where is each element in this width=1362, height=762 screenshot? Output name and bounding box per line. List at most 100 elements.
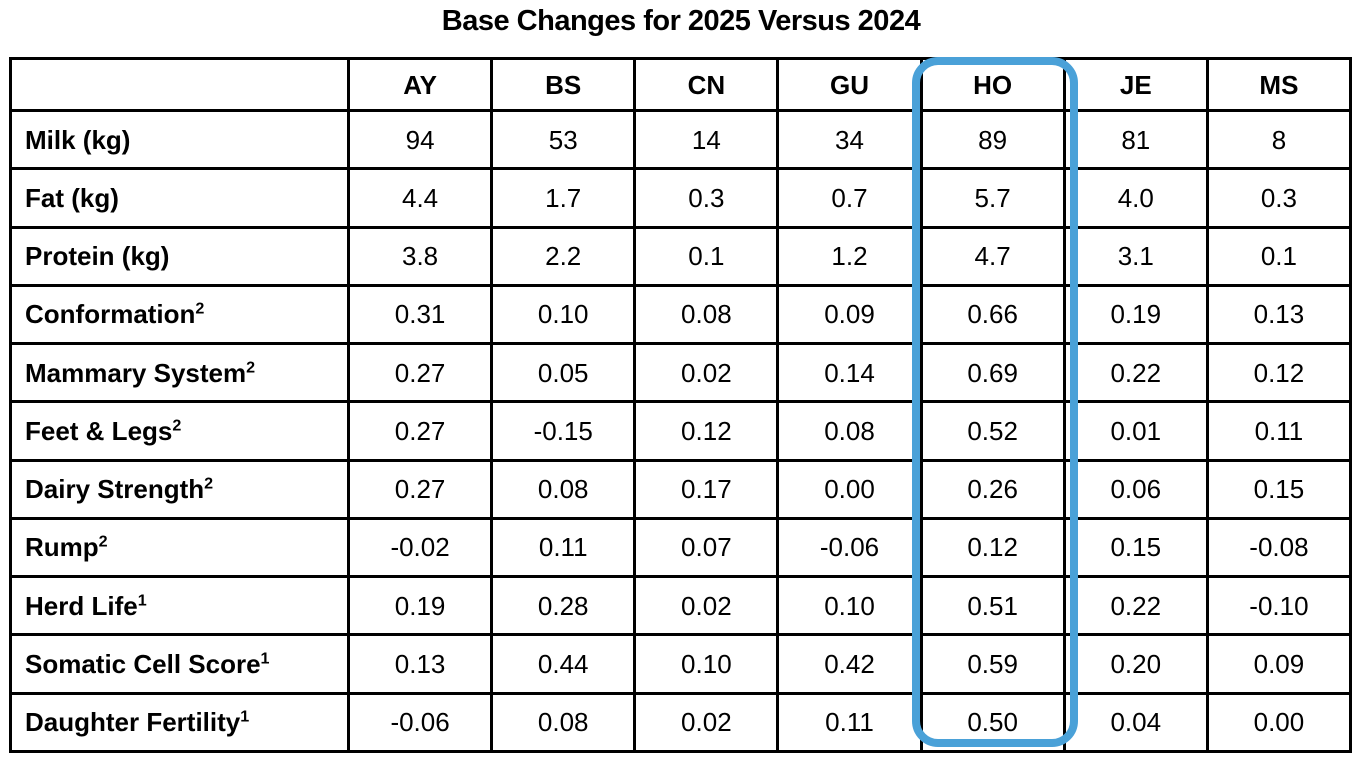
cell-value: 0.51	[919, 575, 1066, 637]
footnote-superscript: 2	[246, 358, 256, 377]
row-label: Fat (kg)	[9, 167, 350, 229]
cell-value: 0.69	[919, 342, 1066, 404]
cell-value: 81	[1062, 108, 1209, 171]
row-label: Somatic Cell Score1	[9, 633, 350, 695]
cell-value: 0.22	[1062, 342, 1209, 404]
cell-value: 0.27	[346, 400, 494, 462]
cell-value: 0.10	[490, 283, 637, 346]
cell-value: 89	[919, 108, 1066, 171]
footnote-superscript: 2	[204, 474, 214, 493]
base-changes-table-container: AY BS CN GU HO JE MS Milk (kg) 94 53 14 34 89…	[9, 57, 1353, 754]
row-label: Herd Life1	[9, 575, 350, 637]
table-row: Rump2 -0.02 0.11 0.07 -0.06 0.12 0.15 -0.08	[9, 516, 1353, 579]
cell-value: -0.02	[346, 516, 494, 579]
row-label: Conformation2	[9, 283, 350, 346]
cell-value: 0.08	[776, 400, 923, 462]
cell-value: 0.09	[1205, 633, 1353, 695]
header-ms: MS	[1205, 57, 1353, 112]
table-row: Dairy Strength2 0.27 0.08 0.17 0.00 0.26 0.06 0…	[9, 458, 1353, 520]
cell-value: 34	[776, 108, 923, 171]
cell-value: 2.2	[490, 225, 637, 287]
cell-value: 0.02	[633, 691, 780, 754]
cell-value: 3.8	[346, 225, 494, 287]
footnote-superscript: 2	[98, 532, 108, 551]
cell-value: 0.15	[1205, 458, 1353, 520]
cell-value: 0.31	[346, 283, 494, 346]
cell-value: 0.08	[490, 458, 637, 520]
cell-value: 94	[346, 108, 494, 171]
page-title: Base Changes for 2025 Versus 2024	[441, 5, 921, 37]
table-row: Herd Life1 0.19 0.28 0.02 0.10 0.51 0.22 -0.10	[9, 575, 1353, 637]
cell-value: 4.7	[919, 225, 1066, 287]
cell-value: 0.09	[776, 283, 923, 346]
footnote-superscript: 2	[195, 299, 205, 318]
cell-value: 0.19	[1062, 283, 1209, 346]
cell-value: 1.2	[776, 225, 923, 287]
cell-value: 0.02	[633, 575, 780, 637]
cell-value: -0.08	[1205, 516, 1353, 579]
table-row: Protein (kg) 3.8 2.2 0.1 1.2 4.7 3.1 0.1	[9, 225, 1353, 287]
cell-value: 0.50	[919, 691, 1066, 754]
cell-value: -0.06	[346, 691, 494, 754]
table-row: Feet & Legs2 0.27 -0.15 0.12 0.08 0.52 0.01 0.1…	[9, 400, 1353, 462]
cell-value: 0.7	[776, 167, 923, 229]
cell-value: 0.14	[776, 342, 923, 404]
cell-value: -0.10	[1205, 575, 1353, 637]
header-ay: AY	[346, 57, 494, 112]
cell-value: 0.1	[633, 225, 780, 287]
cell-value: 0.13	[1205, 283, 1353, 346]
cell-value: 0.22	[1062, 575, 1209, 637]
cell-value: 0.66	[919, 283, 1066, 346]
cell-value: 0.12	[1205, 342, 1353, 404]
cell-value: 0.11	[490, 516, 637, 579]
cell-value: 0.27	[346, 342, 494, 404]
header-ho: HO	[919, 57, 1066, 112]
cell-value: 0.10	[776, 575, 923, 637]
cell-value: 0.12	[919, 516, 1066, 579]
cell-value: 0.42	[776, 633, 923, 695]
cell-value: 0.52	[919, 400, 1066, 462]
table-row: Conformation2 0.31 0.10 0.08 0.09 0.66 0.19 0.1…	[9, 283, 1353, 346]
cell-value: 0.01	[1062, 400, 1209, 462]
cell-value: -0.15	[490, 400, 637, 462]
cell-value: 0.04	[1062, 691, 1209, 754]
cell-value: 0.1	[1205, 225, 1353, 287]
cell-value: 8	[1205, 108, 1353, 171]
cell-value: 0.3	[1205, 167, 1353, 229]
row-label: Milk (kg)	[9, 108, 350, 171]
row-label: Daughter Fertility1	[9, 691, 350, 754]
row-label: Rump2	[9, 516, 350, 579]
footnote-superscript: 1	[240, 707, 250, 726]
table-row: Milk (kg) 94 53 14 34 89 81 8	[9, 108, 1353, 171]
header-cn: CN	[633, 57, 780, 112]
cell-value: 0.3	[633, 167, 780, 229]
cell-value: 0.02	[633, 342, 780, 404]
cell-value: 1.7	[490, 167, 637, 229]
base-changes-table: AY BS CN GU HO JE MS Milk (kg) 94 53 14 34 89…	[9, 57, 1353, 754]
cell-value: 0.05	[490, 342, 637, 404]
table-row: Mammary System2 0.27 0.05 0.02 0.14 0.69 0.22 0…	[9, 342, 1353, 404]
cell-value: 0.11	[1205, 400, 1353, 462]
cell-value: 0.10	[633, 633, 780, 695]
cell-value: 14	[633, 108, 780, 171]
cell-value: 0.17	[633, 458, 780, 520]
table-row: Fat (kg) 4.4 1.7 0.3 0.7 5.7 4.0 0.3	[9, 167, 1353, 229]
cell-value: 0.28	[490, 575, 637, 637]
cell-value: 53	[490, 108, 637, 171]
cell-value: 0.08	[633, 283, 780, 346]
header-row: AY BS CN GU HO JE MS	[9, 57, 1353, 112]
cell-value: 0.00	[1205, 691, 1353, 754]
cell-value: 4.4	[346, 167, 494, 229]
cell-value: 0.13	[346, 633, 494, 695]
table-row: Daughter Fertility1 -0.06 0.08 0.02 0.11 0.50…	[9, 691, 1353, 754]
cell-value: 5.7	[919, 167, 1066, 229]
row-label: Dairy Strength2	[9, 458, 350, 520]
cell-value: 0.08	[490, 691, 637, 754]
cell-value: 0.19	[346, 575, 494, 637]
header-gu: GU	[776, 57, 923, 112]
footnote-superscript: 2	[172, 416, 182, 435]
cell-value: 0.06	[1062, 458, 1209, 520]
table-body: Milk (kg) 94 53 14 34 89 81 8 Fat (kg) 4.4 1.7 0.3 0…	[9, 108, 1353, 754]
cell-value: 0.00	[776, 458, 923, 520]
